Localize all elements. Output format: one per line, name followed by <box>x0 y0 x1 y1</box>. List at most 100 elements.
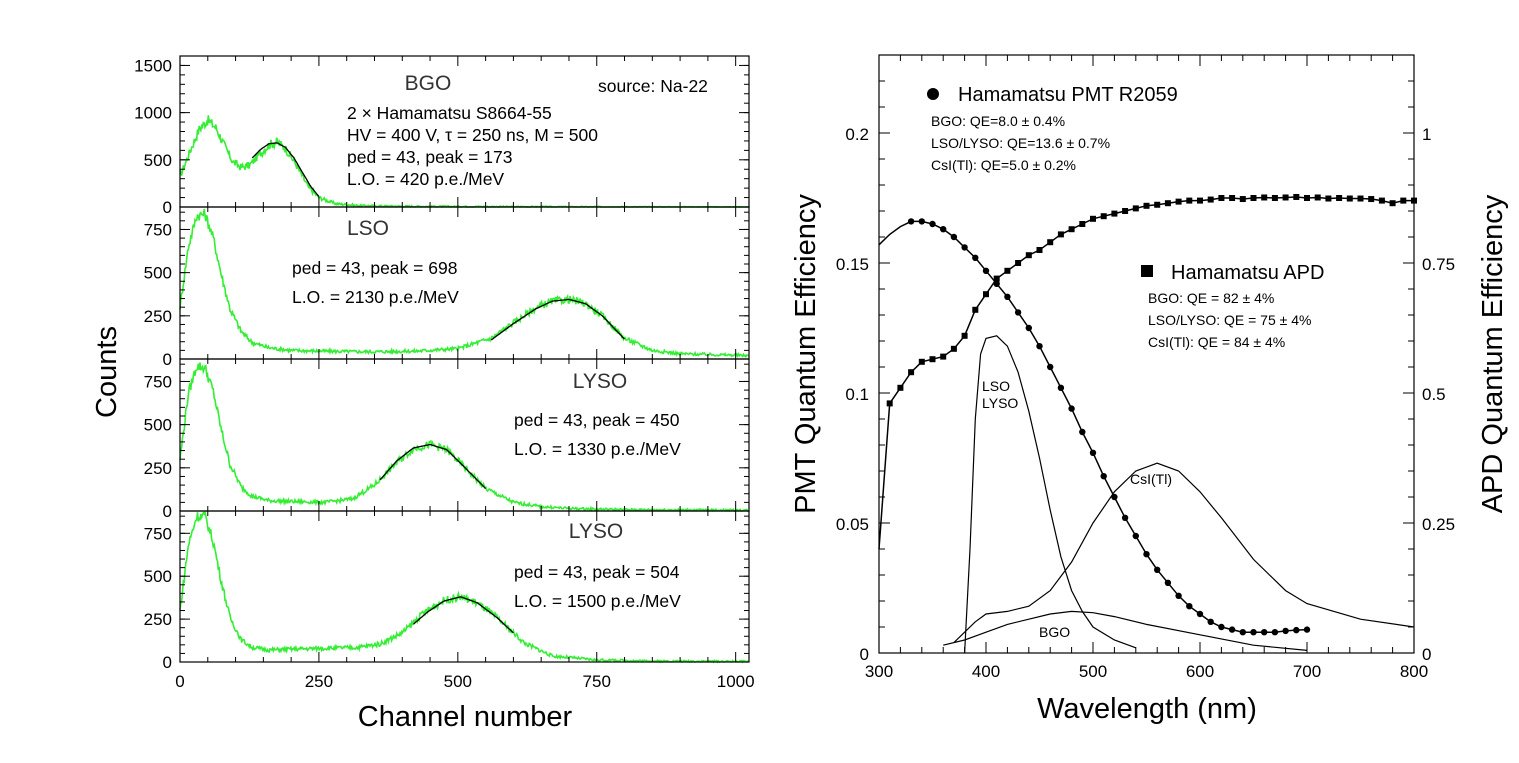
data-point <box>1368 196 1375 203</box>
panel-frame <box>179 358 750 512</box>
data-point <box>918 358 925 365</box>
legend-line: CsI(Tl): QE = 84 ± 4% <box>1148 334 1285 350</box>
data-point <box>983 291 989 298</box>
quantum-efficiency-chart: 300 400 500 600 700 80000.050.10.150.200.250.… <box>790 54 1509 725</box>
data-point <box>1111 210 1118 217</box>
x-tick-label: 1000 <box>717 672 755 691</box>
x-axis-label: Channel number <box>358 701 573 733</box>
data-point <box>1186 603 1193 610</box>
data-point <box>886 400 893 407</box>
x-tick-label: 0 <box>175 672 184 691</box>
crystal-title: LYSO <box>573 370 627 393</box>
y-tick-label: 500 <box>144 151 172 170</box>
y-tick-label: 500 <box>144 567 172 586</box>
spectrum-panel-2: 0 250 500 750 LYSO ped = 43, peak = 450 L.O. =… <box>144 358 750 521</box>
data-point <box>1282 627 1289 635</box>
data-point <box>950 233 958 241</box>
curve-label-lyso: LYSO <box>982 395 1018 411</box>
data-point <box>897 384 904 391</box>
fit-curve <box>251 142 320 198</box>
data-point <box>1271 195 1278 201</box>
data-point <box>972 306 979 313</box>
info-line: ped = 43, peak = 173 <box>347 147 512 167</box>
data-point <box>1143 202 1150 209</box>
data-point <box>1218 195 1225 201</box>
y-tick-label: 0.1 <box>845 385 869 404</box>
data-point <box>1143 551 1150 558</box>
data-point <box>1068 226 1075 233</box>
fit-curve <box>379 443 487 489</box>
y-tick-label: 750 <box>144 220 172 239</box>
data-point <box>1303 626 1311 633</box>
data-point <box>1293 193 1300 200</box>
data-point <box>1293 626 1300 634</box>
data-point <box>1261 629 1268 636</box>
data-point <box>1271 629 1279 636</box>
x-tick-label: 300 <box>865 662 893 681</box>
info-line: L.O. = 2130 p.e./MeV <box>292 287 459 307</box>
y2-axis-label: APD Quantum Efficiency <box>1477 194 1509 513</box>
fit-curve <box>490 298 625 341</box>
data-point <box>993 275 1000 282</box>
y2-tick-label: 0.75 <box>1422 255 1455 274</box>
x-tick-label: 600 <box>1186 662 1214 681</box>
y-tick-label: 0.05 <box>836 515 869 534</box>
data-point <box>929 220 936 228</box>
data-point <box>1250 195 1257 201</box>
y2-tick-label: 1 <box>1422 125 1431 144</box>
data-point <box>940 353 947 360</box>
series-line <box>953 462 1415 644</box>
data-point <box>908 369 915 376</box>
source-label: source: Na-22 <box>598 76 708 96</box>
spectra-chart: 0 500 1000 1500 BGO source: Na-22 2 × Hamamats… <box>91 55 755 733</box>
series-line <box>878 196 1414 550</box>
data-point <box>1175 198 1182 205</box>
series-2 <box>964 335 1137 654</box>
data-point <box>1186 197 1193 204</box>
legend-line: CsI(Tl): QE=5.0 ± 0.2% <box>931 157 1076 173</box>
data-point <box>1057 384 1065 391</box>
data-point <box>1229 195 1236 201</box>
data-point <box>1090 215 1096 222</box>
curve-label-bgo: BGO <box>1039 624 1070 640</box>
legend-line: BGO: QE = 82 ± 4% <box>1148 290 1274 306</box>
y-tick-label: 750 <box>144 372 172 391</box>
legend-title: Hamamatsu PMT R2059 <box>958 84 1178 106</box>
data-point <box>1132 532 1140 540</box>
spectrum-panel-3: 0 250 500 750 LYSO ped = 43, peak = 504 L.O. =… <box>144 510 750 672</box>
x-tick-label: 500 <box>1079 662 1107 681</box>
data-point <box>1132 205 1139 212</box>
spectrum-line <box>179 208 749 359</box>
x-tick-label: 750 <box>583 672 611 691</box>
crystal-title: LYSO <box>569 520 623 543</box>
data-point <box>1089 449 1097 456</box>
y2-tick-label: 0 <box>1422 645 1431 664</box>
y-tick-label: 0.2 <box>845 125 869 144</box>
spectrum-panel-0: 0 500 1000 1500 BGO source: Na-22 2 × Hamamats… <box>134 55 750 217</box>
info-line: L.O. = 420 p.e./MeV <box>347 169 504 189</box>
fit-curve <box>412 596 514 634</box>
y-tick-label: 0 <box>163 653 172 672</box>
y-tick-label: 1000 <box>134 104 172 123</box>
series-3 <box>953 462 1415 644</box>
data-point <box>1164 579 1172 586</box>
legend-line: BGO: QE=8.0 ± 0.4% <box>931 113 1065 129</box>
data-point <box>1100 473 1107 480</box>
spectrum-panel-1: 0 250 500 750 LSO ped = 43, peak = 698 L.O. = … <box>144 206 750 369</box>
y-tick-label: 0 <box>163 198 172 217</box>
data-point <box>1025 324 1033 332</box>
legend-marker-square <box>1141 265 1153 277</box>
crystal-title: LSO <box>347 217 389 240</box>
data-point <box>1121 514 1129 521</box>
crystal-title: BGO <box>405 72 452 95</box>
data-point <box>1400 197 1407 204</box>
data-point <box>1100 213 1107 220</box>
data-point <box>1304 195 1310 201</box>
data-point <box>1346 195 1353 202</box>
data-point <box>982 267 990 274</box>
series-line <box>964 335 1137 654</box>
plot-frame <box>878 54 1415 654</box>
legend-marker-circle <box>927 88 939 100</box>
legend-line: LSO/LYSO: QE=13.6 ± 0.7% <box>931 135 1110 151</box>
data-point <box>1036 247 1043 253</box>
